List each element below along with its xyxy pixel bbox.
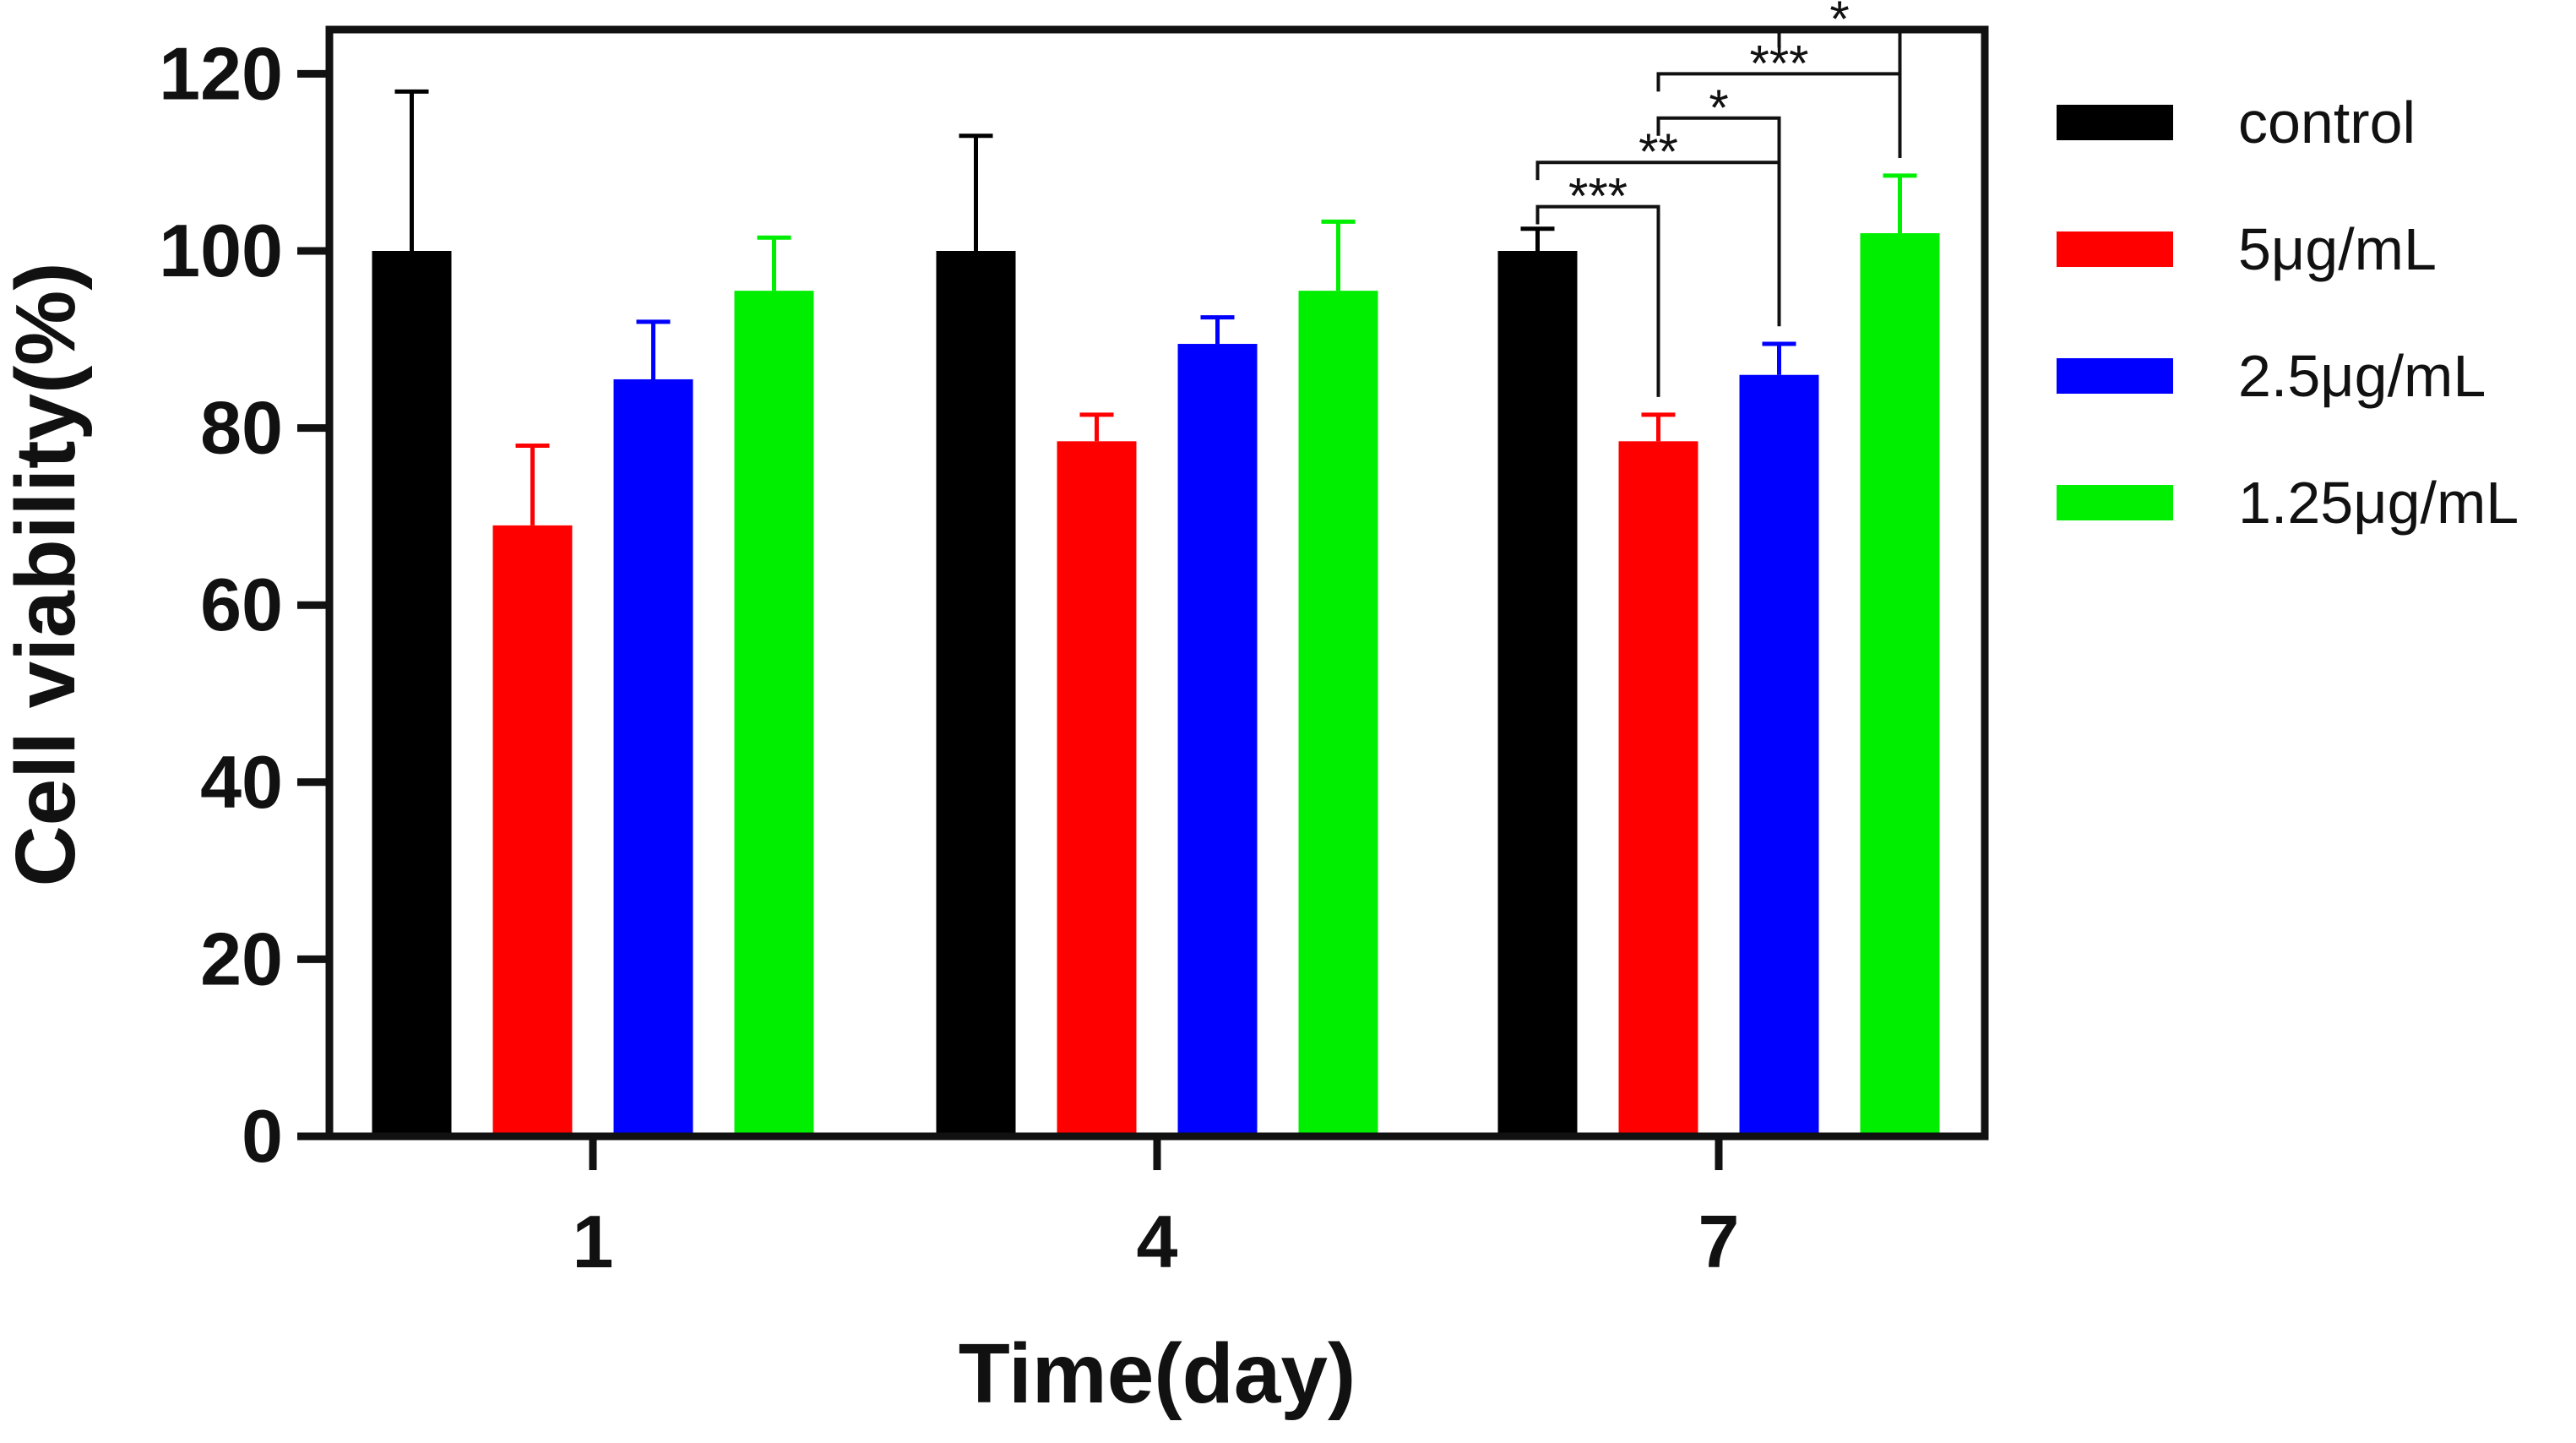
legend-label-2.5μg/mL: 2.5μg/mL: [2238, 343, 2486, 409]
bar-1.25μg/mL-day-1: [734, 291, 814, 1136]
bar-2.5μg/mL-day-7: [1739, 374, 1819, 1137]
significance-bracket-3: [1656, 116, 1781, 327]
bar-2.5μg/mL-day-4: [1177, 344, 1258, 1136]
x-tick-label-4: 4: [1137, 1200, 1178, 1283]
bar-5μg/mL-day-1: [492, 525, 573, 1136]
significance-label-3: *: [1709, 79, 1728, 136]
legend-label-5μg/mL: 5μg/mL: [2238, 216, 2437, 282]
legend-label-control: control: [2238, 90, 2416, 155]
significance-bracket-5: [1777, 28, 1902, 158]
legend-swatch-2.5μg/mL: [2057, 358, 2173, 394]
bar-2.5μg/mL-day-1: [613, 378, 693, 1137]
y-tick-label-0: 0: [242, 1094, 283, 1178]
bar-control-day-4: [936, 251, 1016, 1136]
legend-swatch-5μg/mL: [2057, 231, 2173, 267]
significance-label-1: ***: [1568, 168, 1628, 225]
legend-swatch-control: [2057, 105, 2173, 140]
bar-5μg/mL-day-4: [1057, 441, 1137, 1136]
plot-frame: [325, 25, 1989, 1141]
y-tick-label-120: 120: [159, 31, 283, 115]
bar-control-day-1: [372, 251, 452, 1136]
y-tick-label-20: 20: [200, 917, 283, 1000]
y-axis-title: Cell viability(%): [0, 262, 93, 886]
y-tick-label-60: 60: [200, 563, 283, 646]
bar-control-day-7: [1497, 251, 1578, 1136]
bar-5μg/mL-day-7: [1618, 441, 1698, 1136]
x-tick-label-7: 7: [1698, 1200, 1740, 1283]
significance-label-5: *: [1829, 0, 1849, 47]
x-axis-title: Time(day): [959, 1326, 1356, 1421]
legend-swatch-1.25μg/mL: [2057, 485, 2173, 520]
bar-1.25μg/mL-day-7: [1860, 233, 1940, 1136]
bar-1.25μg/mL-day-4: [1298, 291, 1378, 1136]
legend-label-1.25μg/mL: 1.25μg/mL: [2238, 470, 2519, 536]
significance-bracket-1: [1535, 204, 1660, 397]
x-tick-label-1: 1: [573, 1200, 614, 1283]
y-tick-label-100: 100: [159, 209, 283, 292]
y-tick-label-40: 40: [200, 740, 283, 824]
y-tick-label-80: 80: [200, 386, 283, 470]
